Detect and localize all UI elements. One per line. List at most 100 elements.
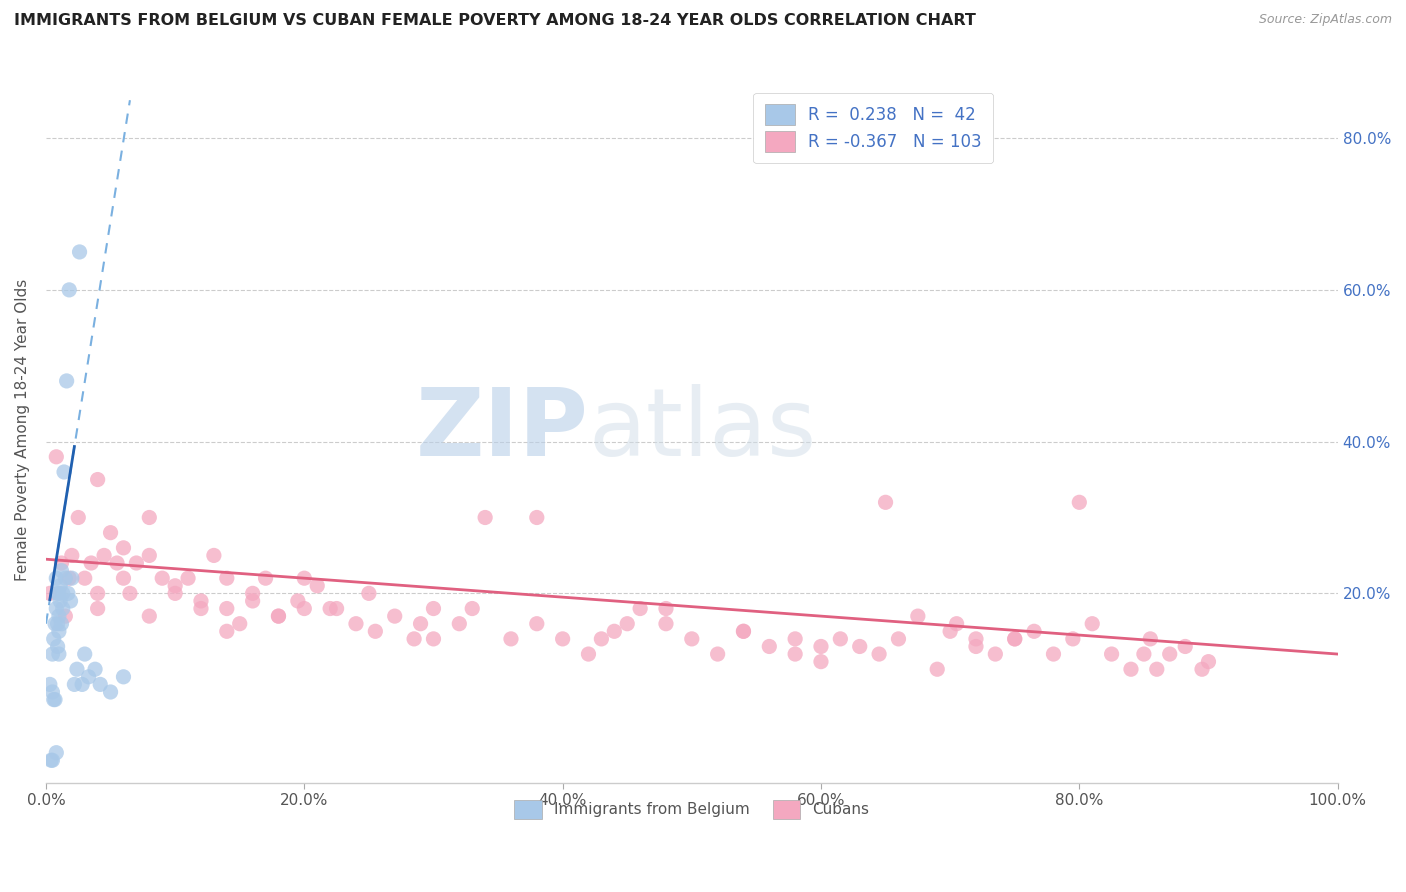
Point — [603, 624, 626, 639]
Point — [1139, 632, 1161, 646]
Point — [105, 556, 128, 570]
Legend: Immigrants from Belgium, Cubans: Immigrants from Belgium, Cubans — [508, 794, 876, 825]
Point — [73, 571, 96, 585]
Point — [58, 283, 80, 297]
Point — [965, 632, 987, 646]
Point — [449, 616, 471, 631]
Point — [38, 677, 60, 691]
Point — [86, 586, 108, 600]
Point — [118, 586, 141, 600]
Point — [551, 632, 574, 646]
Point — [84, 662, 107, 676]
Point — [875, 495, 897, 509]
Point — [228, 616, 250, 631]
Point — [53, 465, 76, 479]
Point — [1069, 495, 1091, 509]
Point — [89, 677, 111, 691]
Point — [46, 640, 69, 654]
Point — [292, 601, 315, 615]
Point — [830, 632, 852, 646]
Point — [499, 632, 522, 646]
Point — [267, 609, 290, 624]
Point — [984, 647, 1007, 661]
Point — [681, 632, 703, 646]
Point — [150, 571, 173, 585]
Point — [655, 601, 678, 615]
Point — [1198, 655, 1220, 669]
Point — [125, 556, 148, 570]
Point — [41, 685, 63, 699]
Point — [51, 616, 73, 631]
Point — [138, 609, 160, 624]
Point — [70, 677, 93, 691]
Point — [325, 601, 347, 615]
Point — [41, 753, 63, 767]
Point — [45, 450, 67, 464]
Point — [785, 632, 807, 646]
Point — [785, 647, 807, 661]
Point — [404, 632, 426, 646]
Point — [66, 662, 89, 676]
Point — [384, 609, 406, 624]
Point — [138, 510, 160, 524]
Point — [190, 601, 212, 615]
Point — [422, 601, 444, 615]
Point — [292, 571, 315, 585]
Point — [67, 510, 90, 524]
Point — [1022, 624, 1045, 639]
Point — [44, 616, 66, 631]
Point — [60, 571, 83, 585]
Point — [112, 571, 135, 585]
Point — [41, 647, 63, 661]
Point — [77, 670, 100, 684]
Point — [56, 586, 79, 600]
Point — [758, 640, 780, 654]
Point — [945, 616, 967, 631]
Point — [58, 571, 80, 585]
Point — [52, 586, 75, 600]
Point — [887, 632, 910, 646]
Point — [461, 601, 484, 615]
Point — [1191, 662, 1213, 676]
Point — [39, 753, 62, 767]
Point — [38, 586, 60, 600]
Point — [49, 594, 72, 608]
Point — [1174, 640, 1197, 654]
Point — [733, 624, 755, 639]
Point — [965, 640, 987, 654]
Point — [319, 601, 342, 615]
Point — [202, 549, 225, 563]
Point — [52, 601, 75, 615]
Point — [69, 244, 91, 259]
Point — [86, 473, 108, 487]
Point — [1004, 632, 1026, 646]
Point — [344, 616, 367, 631]
Point — [45, 571, 67, 585]
Point — [112, 670, 135, 684]
Point — [63, 677, 86, 691]
Point — [927, 662, 949, 676]
Point — [848, 640, 870, 654]
Point — [526, 616, 548, 631]
Point — [45, 746, 67, 760]
Point — [1081, 616, 1104, 631]
Point — [616, 616, 638, 631]
Point — [48, 647, 70, 661]
Point — [242, 586, 264, 600]
Point — [733, 624, 755, 639]
Point — [53, 609, 76, 624]
Point — [578, 647, 600, 661]
Point — [215, 624, 238, 639]
Point — [307, 579, 329, 593]
Point — [267, 609, 290, 624]
Point — [242, 594, 264, 608]
Point — [409, 616, 432, 631]
Point — [60, 549, 83, 563]
Point — [100, 525, 122, 540]
Point — [80, 556, 103, 570]
Point — [138, 549, 160, 563]
Point — [100, 685, 122, 699]
Point — [215, 601, 238, 615]
Point — [42, 692, 65, 706]
Point — [364, 624, 387, 639]
